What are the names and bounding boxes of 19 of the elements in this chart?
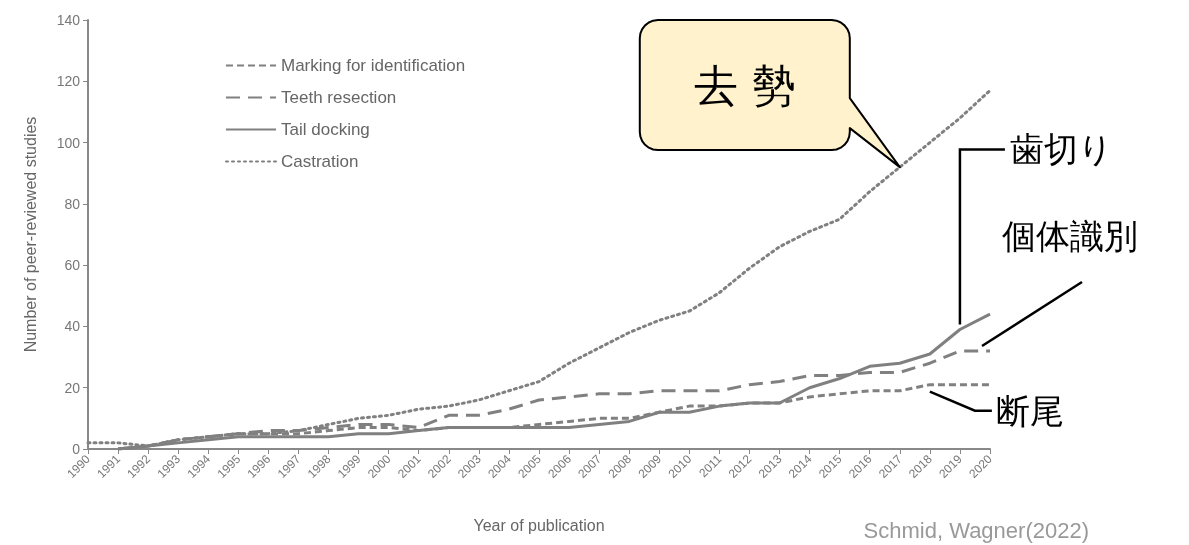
legend-label: Marking for identification — [281, 56, 466, 75]
y-tick-label: 120 — [56, 73, 81, 90]
y-tick-label: 80 — [64, 195, 81, 212]
text: Schmid, Wagner(2022) — [863, 517, 1090, 543]
legend-label: Castration — [281, 152, 359, 171]
legend-label: Tail docking — [281, 120, 370, 139]
y-tick-label: 20 — [64, 379, 81, 396]
y-tick-label: 140 — [56, 12, 81, 28]
legend-label: Teeth resection — [281, 88, 397, 107]
y-axis-title: Number of peer-reviewed studies — [21, 116, 39, 353]
y-tick-label: 40 — [64, 318, 81, 335]
y-tick-label: 0 — [72, 441, 81, 457]
y-tick-label: 60 — [64, 257, 81, 274]
x-axis-title: Year of publication — [473, 516, 605, 534]
annotation: 去 勢 — [693, 59, 796, 111]
annotation: 断尾 — [995, 390, 1064, 431]
y-tick-label: 100 — [56, 134, 81, 151]
annotation: 歯切り — [1009, 129, 1113, 170]
annotation: 個体識別 — [1002, 215, 1138, 256]
